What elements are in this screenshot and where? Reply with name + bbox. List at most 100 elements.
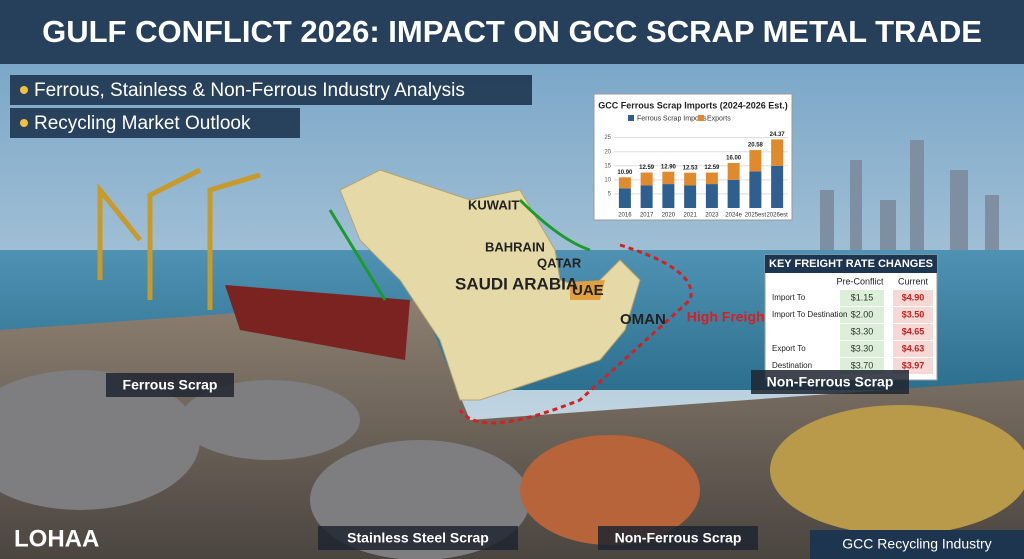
x-tick-label: 2021 [683, 213, 697, 219]
legend-label: Ferrous Scrap Imports [637, 115, 707, 122]
x-tick-label: 2017 [640, 213, 654, 219]
x-tick-label: 2023 [705, 213, 719, 219]
bar-segment [618, 188, 631, 208]
current-cell [893, 341, 933, 357]
bar-segment [705, 184, 718, 208]
bar-segment [684, 172, 697, 186]
bar-segment [727, 179, 740, 208]
label-box [106, 373, 234, 397]
bullet-dot [20, 119, 28, 127]
scrap-label: Non-Ferrous Scrap [767, 374, 894, 390]
map-label: OMAN [620, 311, 666, 328]
current-value: $4.65 [902, 326, 925, 336]
pre-cell [840, 324, 884, 340]
current-cell [893, 324, 933, 340]
pre-value: $2.00 [851, 309, 874, 319]
bar-segment [749, 150, 762, 172]
route-arrow [518, 198, 591, 252]
current-value: $4.90 [902, 292, 925, 302]
bar-segment [771, 139, 784, 166]
bullet-dot [20, 86, 28, 94]
map-label: QATAR [537, 255, 582, 270]
inset-chart-title: GCC Ferrous Scrap Imports (2024-2026 Est… [598, 100, 788, 110]
pre-value: $3.30 [851, 343, 874, 353]
map-label: SAUDI ARABIA [455, 274, 578, 293]
scrap-label: Stainless Steel Scrap [347, 530, 489, 546]
x-tick-label: 2024e [725, 213, 742, 219]
current-cell [893, 290, 933, 306]
y-tick-label: 25 [604, 135, 611, 141]
bar-segment [618, 177, 631, 189]
pre-cell [840, 307, 884, 323]
bar-segment [771, 165, 784, 208]
bar-segment [749, 171, 762, 208]
bar-segment [727, 162, 740, 180]
total-label: 24.37 [770, 132, 786, 138]
cranes [97, 167, 261, 310]
uae-region [570, 280, 605, 300]
ground [0, 300, 1024, 559]
footer-tag-box [810, 530, 1024, 559]
current-cell [893, 307, 933, 323]
x-tick-label: 2016 [618, 213, 632, 219]
total-label: 20.58 [748, 143, 764, 149]
bar-segment [662, 171, 675, 185]
bar-segment [705, 172, 718, 185]
pre-value: $1.15 [851, 292, 874, 302]
scrap-label: Non-Ferrous Scrap [615, 530, 742, 546]
total-label: 12.53 [683, 165, 699, 171]
inset-chart: 5 10 15 20 25 Ferrous Scrap Imports Exports 10.… [604, 115, 788, 219]
scrap-labels: Ferrous Scrap Non-Ferrous Scrap Stainless … [106, 370, 909, 550]
y-tick-label: 20 [604, 149, 611, 155]
total-label: 12.90 [661, 164, 677, 170]
total-label: 16.00 [726, 156, 742, 162]
column-header: Current [898, 276, 929, 286]
y-tick-label: 15 [604, 163, 611, 169]
bar-segment [640, 172, 653, 186]
total-label: 10.90 [617, 170, 633, 176]
bullet: Ferrous, Stainless & Non-Ferrous Industr… [34, 80, 465, 101]
row-label: Import To [772, 293, 806, 302]
alert-label: High Freight [687, 309, 770, 325]
total-label: 12.59 [704, 165, 720, 171]
skyline [820, 140, 999, 250]
scrap-label: Ferrous Scrap [123, 377, 218, 393]
brass-pile [770, 405, 1024, 535]
bar-segment [662, 184, 675, 208]
legend-swatch [698, 115, 704, 121]
x-tick-label: 2020 [662, 213, 676, 219]
freight-table-title: KEY FREIGHT RATE CHANGES [769, 258, 933, 270]
bar-segment [640, 185, 653, 208]
pre-value: $3.70 [851, 360, 874, 370]
title-bar [0, 0, 1024, 64]
map-label: BAHRAIN [485, 239, 545, 254]
label-box [598, 526, 758, 550]
map-labels: KUWAIT BAHRAIN QATAR SAUDI ARABIA UAE OM… [455, 197, 770, 328]
map-land [339, 169, 641, 401]
title: GULF CONFLICT 2026: IMPACT ON GCC SCRAP … [42, 14, 982, 49]
current-value: $3.97 [902, 360, 925, 370]
brand: LOHAA [14, 525, 99, 552]
y-tick-label: 10 [604, 177, 611, 183]
route-arrow [328, 209, 387, 301]
copper-pile [520, 435, 700, 545]
total-label: 12.59 [639, 165, 655, 171]
row-label: Export To [772, 344, 806, 353]
y-tick-label: 5 [608, 192, 612, 198]
ship [225, 285, 410, 360]
pre-value: $3.30 [851, 326, 874, 336]
current-value: $4.63 [902, 343, 925, 353]
row-label: Destination [772, 361, 812, 370]
map-label: KUWAIT [468, 197, 519, 212]
x-tick-label: 2026est [766, 213, 788, 219]
legend-swatch [628, 115, 634, 121]
label-box [751, 370, 909, 394]
label-box [318, 526, 518, 550]
bar-segment [684, 185, 697, 208]
current-value: $3.50 [902, 309, 925, 319]
map-label: UAE [572, 282, 604, 299]
bullet-box [10, 108, 300, 138]
bullet-box [10, 75, 532, 105]
x-tick-label: 2025est [745, 213, 767, 219]
